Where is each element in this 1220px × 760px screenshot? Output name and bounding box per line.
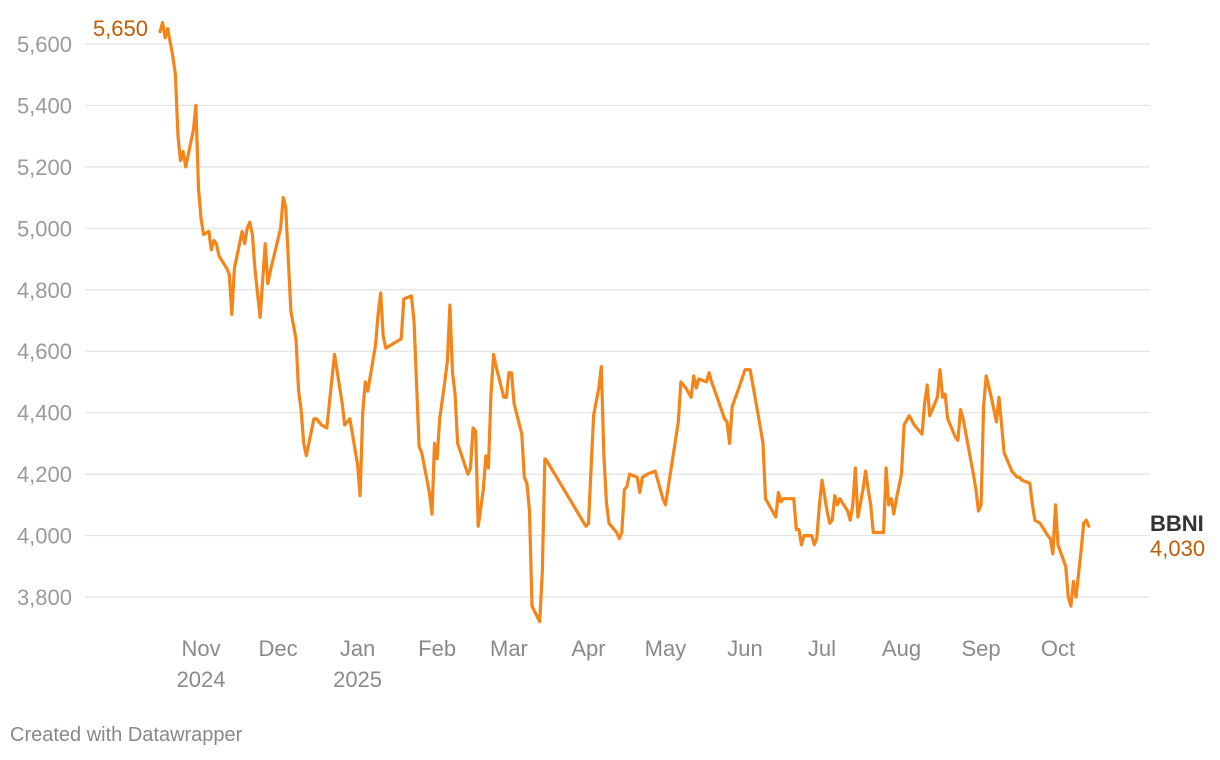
series-lines <box>158 20 1091 624</box>
y-tick-label: 4,000 <box>17 524 72 549</box>
y-tick-label: 5,200 <box>17 155 72 180</box>
y-tick-label: 4,800 <box>17 278 72 303</box>
x-tick-label: Feb <box>418 636 456 661</box>
chart-credit: Created with Datawrapper <box>10 724 243 746</box>
y-tick-label: 5,400 <box>17 93 72 118</box>
x-tick-label: May <box>645 636 687 661</box>
x-tick-year-label: 2025 <box>333 667 382 692</box>
y-axis-tick-labels: 3,800 4,000 4,200 4,400 4,600 4,800 5,000 5,200… <box>17 32 72 610</box>
y-tick-label: 4,200 <box>17 462 72 487</box>
series-line-bbni <box>158 20 1091 624</box>
series-name-label: BBNI <box>1150 511 1204 536</box>
y-tick-label: 4,400 <box>17 401 72 426</box>
x-tick-label: Jun <box>727 636 762 661</box>
start-value-label: 5,650 <box>93 16 148 41</box>
end-value-label: 4,030 <box>1150 536 1205 561</box>
x-tick-label: Jul <box>808 636 836 661</box>
x-tick-label: Jan <box>340 636 375 661</box>
gridlines <box>85 43 1150 598</box>
x-tick-year-label: 2024 <box>177 667 226 692</box>
x-tick-label: Dec <box>258 636 297 661</box>
y-tick-label: 5,600 <box>17 32 72 57</box>
x-tick-label: Oct <box>1041 636 1075 661</box>
x-tick-label: Sep <box>961 636 1000 661</box>
x-tick-label: Nov <box>181 636 220 661</box>
x-tick-label: Apr <box>571 636 605 661</box>
x-tick-label: Mar <box>490 636 528 661</box>
y-tick-label: 4,600 <box>17 339 72 364</box>
y-tick-label: 5,000 <box>17 216 72 241</box>
x-axis-tick-labels: Nov 2024 Dec Jan 2025 Feb Mar Apr May Jun Jul Aug Se… <box>177 636 1076 692</box>
x-tick-label: Aug <box>882 636 921 661</box>
y-tick-label: 3,800 <box>17 585 72 610</box>
